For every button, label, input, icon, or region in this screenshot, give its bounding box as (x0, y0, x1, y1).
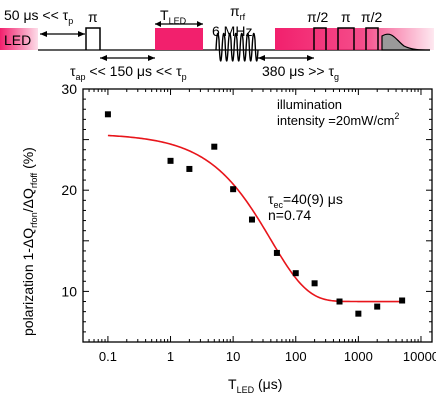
data-point (311, 280, 318, 287)
t-led-arrow-right (197, 21, 203, 27)
illumination-line-1: illumination (277, 97, 342, 112)
x-ticks: 0.1 1 10 100 1000 10000 (82, 89, 436, 364)
signal-decay (381, 33, 431, 51)
data-point (248, 216, 255, 223)
pi-pulse-2 (337, 27, 355, 50)
arrow-head-right (78, 31, 85, 37)
pi-label: π (88, 9, 98, 25)
pi-label-2: π (341, 9, 351, 25)
arrow-head-left (40, 31, 47, 37)
t-led-arrow-left (155, 21, 161, 27)
x-tick-label: 1 (167, 349, 174, 364)
data-point (399, 297, 406, 304)
x-tick-label: 1000 (344, 349, 373, 364)
half-pi-label-2: π/2 (361, 9, 383, 25)
data-point (230, 186, 237, 193)
n-annotation: n=0.74 (268, 207, 311, 223)
plot-frame (82, 88, 433, 343)
delay-label: 380 μs >> τg (262, 63, 339, 82)
x-tick-label: 100 (285, 349, 307, 364)
led-block-middle (155, 28, 203, 50)
data-point (273, 249, 280, 256)
rf-frequency: 6 MHz (212, 23, 252, 39)
x-tick-label: 10000 (403, 349, 436, 364)
half-pi-label-1: π/2 (307, 9, 329, 25)
data-point (374, 303, 381, 310)
y-axis-label: polarization 1-ΔQrfon/ΔQrfoff (%) (20, 147, 39, 336)
y-tick-label: 20 (61, 182, 77, 198)
arrow-tau-ap-left (100, 55, 107, 61)
rf-burst (215, 32, 259, 62)
half-pi-pulse-2 (365, 27, 379, 50)
arrow-delay-left (258, 55, 265, 61)
data-point (355, 310, 362, 317)
arrow-tau-ap-right (148, 55, 155, 61)
y-ticks: 10 20 30 (61, 81, 432, 343)
tau-ec-annotation: τec=40(9) μs (268, 191, 343, 210)
y-tick-label: 10 (61, 283, 77, 299)
pi-pulse (85, 27, 101, 50)
data-point (186, 165, 193, 172)
data-point (104, 111, 111, 118)
t-led-label: TLED (160, 7, 187, 26)
data-point (211, 143, 218, 150)
x-axis-label: TLED (μs) (228, 376, 282, 395)
data-points (104, 111, 406, 317)
data-point (292, 270, 299, 277)
illumination-line-2: intensity =20mW/cm2 (277, 111, 399, 128)
pulse-sequence: LED 50 μs << τp π TLED πrf 6 MHz π/2 π π… (0, 3, 434, 82)
y-tick-label: 30 (61, 81, 77, 97)
led-label: LED (4, 32, 31, 48)
half-pi-pulse-1 (313, 27, 327, 50)
data-point (167, 157, 174, 164)
tau-ap-label: τap << 150 μs << τp (70, 63, 187, 82)
arrow-delay-right (307, 55, 314, 61)
x-tick-label: 0.1 (99, 349, 117, 364)
plot: 10 20 30 0.1 1 10 100 1000 10000 illumination i… (20, 81, 436, 395)
rf-pi-label: πrf (230, 3, 246, 22)
fit-curve (107, 134, 403, 303)
led-block-left (0, 28, 38, 50)
timing-top-left-text: 50 μs << τp (4, 7, 73, 26)
data-point (336, 298, 343, 305)
x-tick-label: 10 (226, 349, 240, 364)
